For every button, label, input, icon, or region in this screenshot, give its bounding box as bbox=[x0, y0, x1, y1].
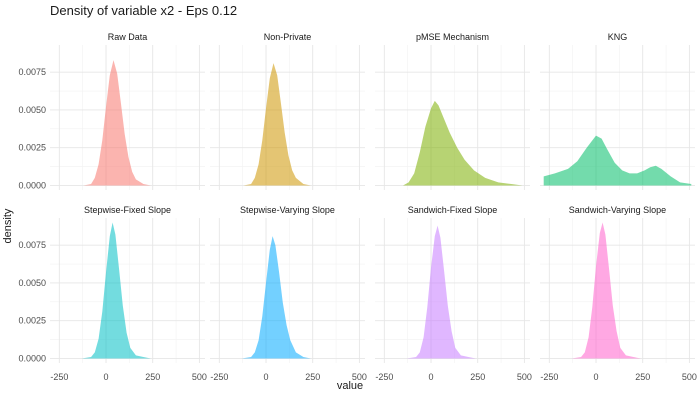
density-area bbox=[241, 236, 311, 359]
y-tick-label: 0.0075 bbox=[18, 240, 46, 250]
x-tick-label: 250 bbox=[305, 372, 320, 382]
facet-label: KNG bbox=[608, 32, 628, 42]
y-tick-label: 0.0050 bbox=[18, 105, 46, 115]
x-tick-label: 500 bbox=[517, 372, 532, 382]
density-area bbox=[406, 225, 476, 359]
y-tick-label: 0.0075 bbox=[18, 67, 46, 77]
chart-title: Density of variable x2 - Eps 0.12 bbox=[50, 3, 238, 18]
y-tick-label: 0.0000 bbox=[18, 180, 46, 190]
y-tick-label: 0.0000 bbox=[18, 353, 46, 363]
x-tick-label: 0 bbox=[594, 372, 599, 382]
density-area bbox=[403, 100, 523, 186]
x-tick-label: -250 bbox=[210, 372, 228, 382]
x-tick-label: -250 bbox=[375, 372, 393, 382]
x-tick-label: 0 bbox=[429, 372, 434, 382]
density-area bbox=[243, 63, 311, 186]
facet-label: Raw Data bbox=[108, 32, 148, 42]
facet-label: Stepwise-Fixed Slope bbox=[84, 205, 171, 215]
facet-label: pMSE Mechanism bbox=[416, 32, 489, 42]
density-area bbox=[81, 222, 151, 359]
x-tick-label: 0 bbox=[264, 372, 269, 382]
facet-label: Stepwise-Varying Slope bbox=[240, 205, 335, 215]
x-tick-label: 250 bbox=[145, 372, 160, 382]
facet-label: Sandwich-Varying Slope bbox=[569, 205, 666, 215]
x-tick-label: -250 bbox=[50, 372, 68, 382]
facet-label: Sandwich-Fixed Slope bbox=[408, 205, 498, 215]
y-tick-label: 0.0050 bbox=[18, 278, 46, 288]
x-tick-label: 500 bbox=[682, 372, 697, 382]
x-axis-label: value bbox=[336, 380, 364, 392]
x-tick-label: 0 bbox=[104, 372, 109, 382]
x-tick-label: 250 bbox=[470, 372, 485, 382]
y-tick-label: 0.0025 bbox=[18, 143, 46, 153]
x-tick-label: 500 bbox=[192, 372, 207, 382]
facet-label: Non-Private bbox=[264, 32, 312, 42]
x-tick-label: 500 bbox=[352, 372, 367, 382]
x-tick-label: -250 bbox=[540, 372, 558, 382]
density-area bbox=[83, 60, 151, 186]
y-axis-label: density bbox=[2, 208, 14, 244]
y-tick-label: 0.0025 bbox=[18, 316, 46, 326]
density-area bbox=[571, 222, 641, 359]
density-area bbox=[543, 135, 692, 186]
x-tick-label: 250 bbox=[635, 372, 650, 382]
